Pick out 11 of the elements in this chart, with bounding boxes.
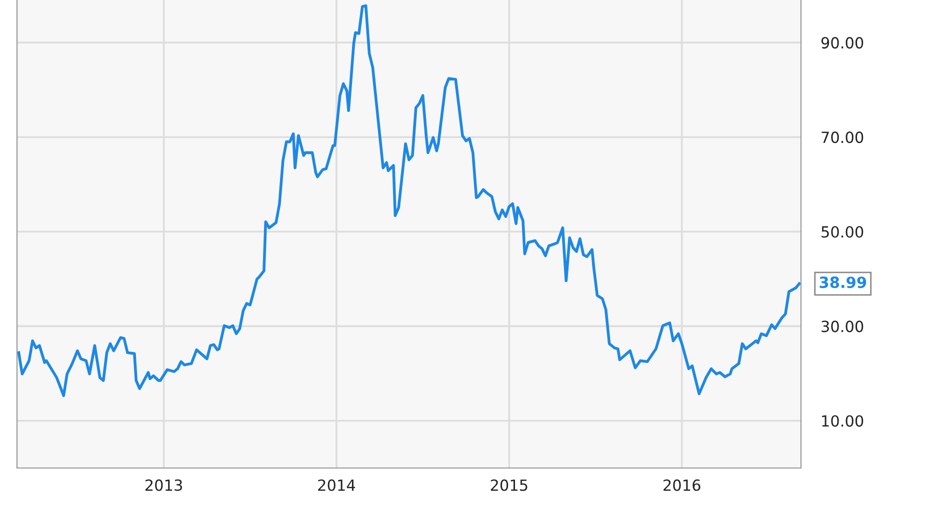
x-tick-label: 2014 xyxy=(318,479,356,491)
x-tick-label: 2013 xyxy=(145,479,182,491)
y-tick-label: 30.00 xyxy=(822,320,864,332)
y-tick-label: 50.00 xyxy=(822,226,864,238)
y-tick-label: 90.00 xyxy=(821,37,864,49)
y-tick-label: 70.00 xyxy=(822,132,864,144)
x-tick-label: 2015 xyxy=(490,479,528,491)
y-tick-label: 10.00 xyxy=(822,415,864,427)
line-series xyxy=(17,4,801,398)
annotation: 38.99 xyxy=(820,276,866,288)
x-tick-label: 2016 xyxy=(664,479,700,491)
